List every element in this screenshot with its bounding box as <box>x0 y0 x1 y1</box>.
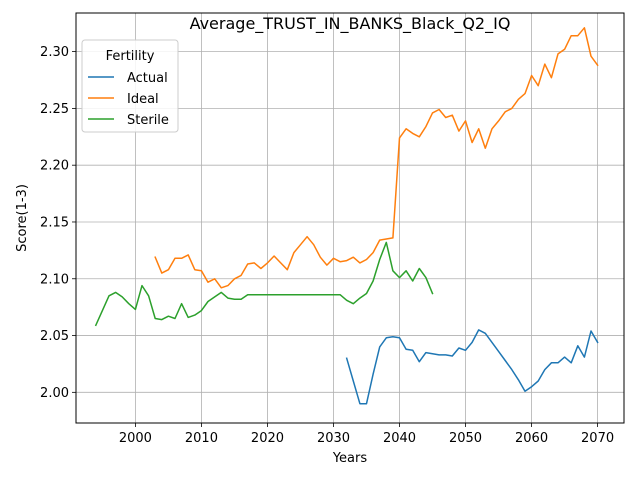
y-axis-ticks: 2.00 2.05 2.10 2.15 2.20 2.25 2.30 <box>40 45 76 401</box>
y-tick-label: 2.30 <box>40 45 69 60</box>
legend-item-ideal: Ideal <box>88 92 159 107</box>
x-tick-label: 2030 <box>317 431 350 446</box>
x-tick-label: 2060 <box>515 431 548 446</box>
y-tick-label: 2.00 <box>40 386 69 401</box>
legend-label: Sterile <box>127 113 169 128</box>
legend-label: Ideal <box>127 92 159 107</box>
legend-item-actual: Actual <box>88 71 168 86</box>
x-tick-label: 2070 <box>581 431 614 446</box>
x-axis-ticks: 2000 2010 2020 2030 2040 2050 2060 2070 <box>119 423 614 446</box>
series-line-ideal <box>154 27 599 289</box>
legend: Fertility Actual Ideal Sterile <box>81 39 179 133</box>
x-tick-label: 2010 <box>185 431 218 446</box>
y-tick-label: 2.05 <box>40 329 69 344</box>
legend-box <box>81 39 179 133</box>
x-tick-label: 2020 <box>251 431 284 446</box>
plot-frame <box>75 12 625 424</box>
x-tick-label: 2040 <box>383 431 416 446</box>
legend-item-sterile: Sterile <box>88 113 169 128</box>
y-tick-label: 2.20 <box>40 159 69 174</box>
chart-title: Average_TRUST_IN_BANKS_Black_Q2_IQ <box>190 14 511 34</box>
y-tick-label: 2.15 <box>40 215 69 230</box>
legend-title: Fertility <box>106 49 155 64</box>
y-tick-label: 2.25 <box>40 102 69 117</box>
grid-layer <box>76 13 624 423</box>
series-line-actual <box>345 329 599 405</box>
y-tick-label: 2.10 <box>40 272 69 287</box>
x-tick-label: 2050 <box>449 431 482 446</box>
legend-entries: Actual Ideal Sterile <box>88 71 169 128</box>
y-axis-label: Score(1-3) <box>15 184 30 252</box>
legend-label: Actual <box>127 71 168 86</box>
series-layer <box>94 27 599 405</box>
x-axis-label: Years <box>332 451 368 466</box>
x-tick-label: 2000 <box>119 431 152 446</box>
series-line-sterile <box>94 241 434 327</box>
